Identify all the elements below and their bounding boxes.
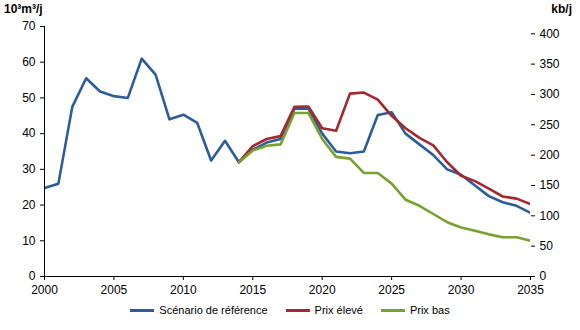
svg-text:50: 50 [540,239,554,253]
svg-text:2025: 2025 [378,283,405,297]
svg-text:50: 50 [22,91,36,105]
svg-text:30: 30 [22,162,36,176]
svg-text:2030: 2030 [448,283,475,297]
svg-text:300: 300 [540,87,560,101]
svg-text:400: 400 [540,27,560,41]
svg-text:0: 0 [29,269,36,283]
svg-text:2020: 2020 [309,283,336,297]
svg-text:2010: 2010 [170,283,197,297]
svg-text:100: 100 [540,209,560,223]
svg-text:150: 150 [540,178,560,192]
svg-text:2005: 2005 [101,283,128,297]
html-text:kb/j: kb/j [551,2,572,16]
html-text:Prix élevé: Prix élevé [314,304,363,316]
svg-text:2035: 2035 [517,283,544,297]
svg-text:20: 20 [22,198,36,212]
svg-text:350: 350 [540,57,560,71]
svg-text:2000: 2000 [31,283,58,297]
svg-text:40: 40 [22,126,36,140]
html-text:Scénario de référence: Scénario de référence [159,304,268,316]
svg-text:70: 70 [22,19,36,33]
svg-text:60: 60 [22,55,36,69]
html-text:10³m³/j: 10³m³/j [4,2,43,16]
svg-text:200: 200 [540,148,560,162]
svg-text:10: 10 [22,234,36,248]
svg-text:250: 250 [540,118,560,132]
svg-text:0: 0 [540,269,547,283]
svg-text:2015: 2015 [239,283,266,297]
html-text:Prix bas: Prix bas [409,304,450,316]
